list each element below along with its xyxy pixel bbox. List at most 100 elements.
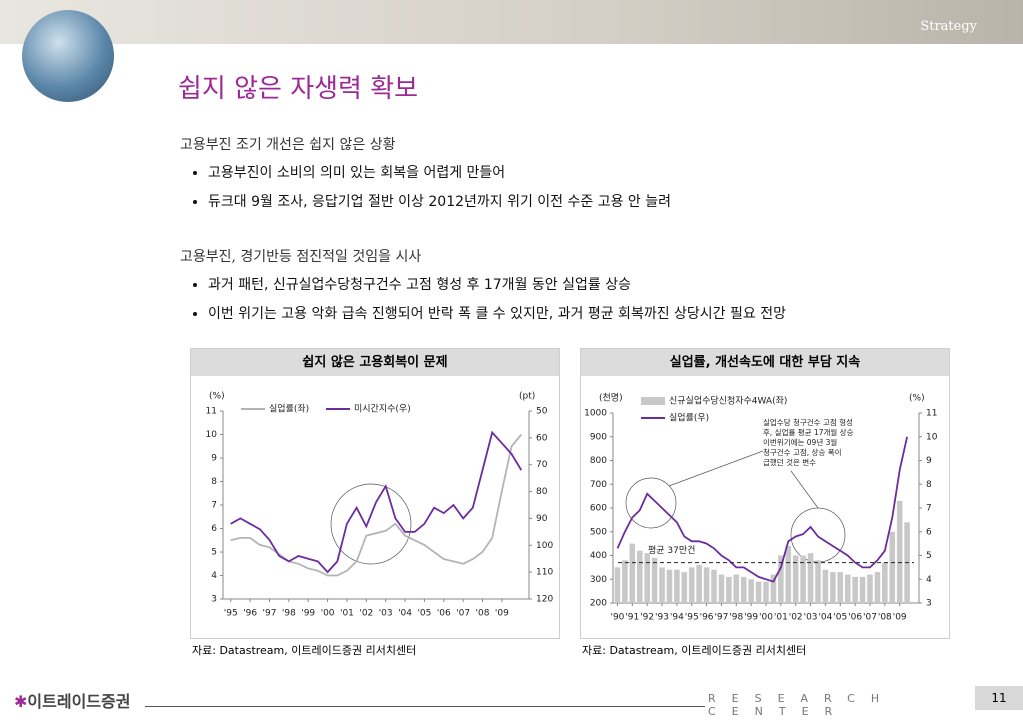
bar: [807, 553, 814, 603]
y2-tick-label: 3: [926, 599, 932, 609]
x-tick-label: '99: [744, 613, 758, 623]
y-tick-label: 8: [211, 477, 217, 487]
bar: [874, 572, 881, 603]
y2-tick-label: 5: [926, 551, 932, 561]
annotation: 급했던 것은 변수: [763, 457, 816, 467]
annotation: 청구건수 고점, 상승 폭이: [763, 447, 842, 457]
bar: [629, 543, 636, 603]
y2-tick-label: 110: [536, 568, 553, 578]
y-tick-label: 800: [590, 456, 607, 466]
y-tick-label: 11: [206, 407, 217, 417]
chart: (천명) (%) 200 300 400 500 600 700 800 900 1000 3 4 5 6 7…: [584, 393, 938, 623]
line-series: [616, 436, 908, 583]
x-tick-label: '03: [804, 613, 818, 623]
research-center: RESEARCH CENTER: [708, 692, 896, 718]
x-tick-label: '01: [774, 613, 788, 623]
x-tick-label: '92: [640, 613, 654, 623]
chart-panel: 쉽지 않은 고용회복이 문제 (%) (pt) 3 4 5 6 7 8 9 10 11 120 110 1…: [190, 348, 560, 639]
legend-label: 미시간지수(우): [354, 404, 411, 415]
page-number: 11: [975, 686, 1023, 710]
x-tick-label: '02: [789, 613, 803, 623]
y2-tick-label: 7: [926, 504, 932, 514]
bar: [785, 546, 792, 603]
bullet: 고용부진이 소비의 의미 있는 회복을 어렵게 만들어: [208, 162, 671, 182]
globe-logo: [22, 10, 114, 102]
reference-label: 평균 37만건: [648, 545, 695, 556]
x-tick-label: '07: [863, 613, 877, 623]
axis-unit: (%): [909, 394, 925, 404]
y-tick-label: 10: [206, 430, 218, 440]
x-tick-label: '04: [398, 609, 412, 619]
bar: [674, 569, 680, 603]
bar: [844, 574, 851, 603]
bar: [830, 572, 836, 603]
bar: [688, 567, 695, 603]
chart: (%) (pt) 3 4 5 6 7 8 9 10 11 120 110 100 90 80 70 60 50 '95…: [206, 392, 554, 619]
y2-tick-label: 11: [926, 409, 937, 419]
y2-tick-label: 8: [926, 480, 932, 490]
chart-title: 실업률, 개선속도에 대한 부담 지속: [581, 349, 949, 376]
x-tick-label: '02: [359, 609, 373, 619]
x-tick-label: '09: [893, 613, 907, 623]
y2-tick-label: 9: [926, 456, 932, 466]
page-title: 쉽지 않은 자생력 확보: [178, 74, 419, 104]
x-tick-label: '00: [759, 613, 773, 623]
source: 자료: Datastream, 이트레이드증권 리서치센터: [192, 644, 417, 657]
y-tick-label: 4: [211, 571, 217, 581]
legend-label: 실업률(좌): [269, 404, 309, 415]
x-tick-label: '95: [685, 613, 699, 623]
x-tick-label: '96: [243, 609, 257, 619]
x-tick-label: '98: [282, 609, 296, 619]
y2-tick-label: 80: [536, 487, 548, 497]
y-tick-label: 6: [211, 524, 217, 534]
section-heading: 고용부진 조기 개선은 쉽지 않은 상황: [180, 137, 396, 153]
axis-unit: (천명): [599, 393, 623, 404]
x-tick-label: '00: [321, 609, 335, 619]
bullet-list: 과거 패턴, 신규실업수당청구건수 고점 형성 후 17개월 동안 실업률 상승…: [180, 274, 786, 323]
y-tick-label: 7: [211, 501, 217, 511]
bar: [622, 560, 628, 603]
x-tick-label: '09: [495, 609, 509, 619]
x-tick-label: '07: [456, 609, 470, 619]
y2-tick-label: 90: [536, 514, 548, 524]
x-tick-label: '05: [833, 613, 847, 623]
annotation: 후, 실업률 평균 17개월 상승: [763, 427, 854, 437]
x-tick-label: '93: [655, 613, 669, 623]
x-tick-label: '97: [263, 609, 277, 619]
bar: [696, 565, 702, 603]
x-tick-label: '99: [301, 609, 315, 619]
banner: [0, 0, 1023, 44]
y2-tick-label: 50: [536, 407, 548, 417]
bar: [718, 574, 725, 603]
bullet: 이번 위기는 고용 악화 급속 진행되어 반락 폭 클 수 있지만, 과거 평균…: [208, 303, 786, 323]
y-tick-label: 9: [211, 454, 217, 464]
x-tick-label: '90: [610, 613, 624, 623]
bar: [644, 553, 650, 603]
legend-label: 실업률(우): [669, 413, 709, 424]
axis-unit: (pt): [519, 392, 535, 402]
callout-line: [790, 470, 819, 509]
legend-swatch: [641, 397, 665, 405]
bar: [763, 581, 769, 603]
bar: [852, 576, 858, 603]
y-tick-label: 200: [590, 599, 607, 609]
source: 자료: Datastream, 이트레이드증권 리서치센터: [582, 644, 807, 657]
bar: [681, 572, 688, 603]
bar: [815, 560, 821, 603]
brand-star: ✱: [14, 692, 28, 711]
axis-unit: (%): [209, 392, 225, 402]
bar: [666, 569, 673, 603]
y-tick-label: 5: [211, 548, 217, 558]
bar: [770, 574, 777, 603]
bar: [748, 579, 754, 603]
y2-tick-label: 10: [926, 432, 938, 442]
bar: [800, 555, 806, 603]
bar: [822, 569, 829, 603]
bar: [882, 562, 888, 603]
y-tick-label: 400: [590, 551, 607, 561]
bar: [778, 555, 784, 603]
y2-tick-label: 120: [536, 595, 553, 605]
line-series: [230, 430, 523, 574]
y2-tick-label: 6: [926, 527, 932, 537]
